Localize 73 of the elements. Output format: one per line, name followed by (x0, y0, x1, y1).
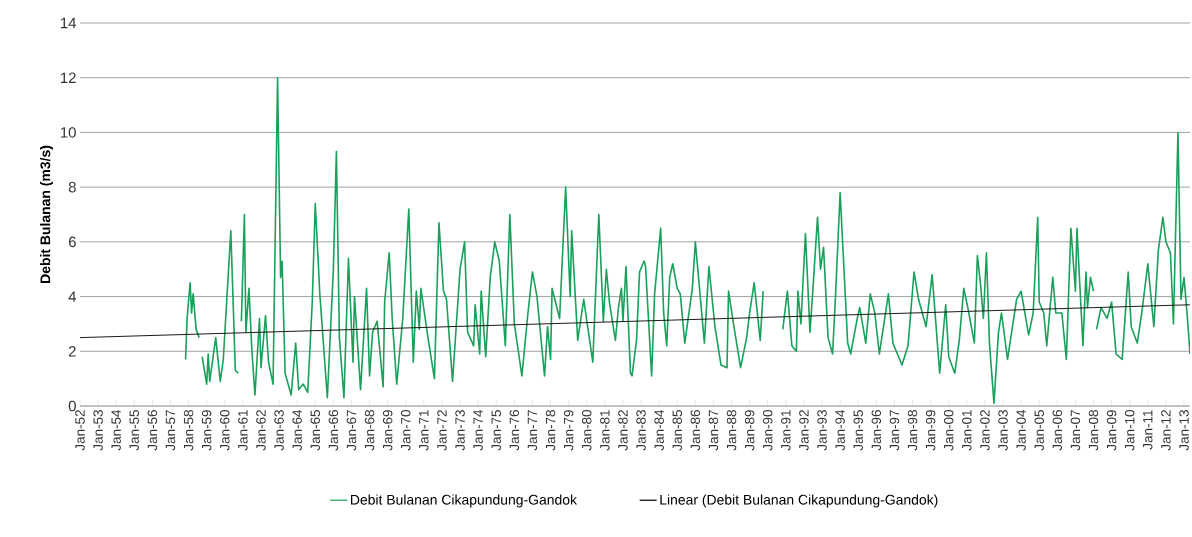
x-tick-label: Jan-90 (762, 410, 773, 451)
x-tick-label: Jan-03 (998, 410, 1008, 451)
x-tick-label: Jan-05 (1034, 410, 1044, 451)
x-tick-label: Jan-91 (781, 410, 791, 451)
x-tick-label: Jan-86 (690, 410, 701, 451)
x-tick-label: Jan-12 (1161, 410, 1171, 451)
x-tick-label: Jan-69 (382, 410, 393, 451)
legend-label: Linear (Debit Bulanan Cikapundung-Gandok) (660, 494, 938, 508)
x-tick-label: Jan-73 (455, 410, 465, 451)
x-tick-label: Jan-54 (111, 409, 121, 451)
x-tick-label: Jan-60 (220, 410, 230, 451)
x-tick-label: Jan-07 (1070, 410, 1081, 451)
x-tick-label: Jan-10 (1124, 410, 1135, 451)
x-tick-label: Jan-88 (726, 410, 737, 451)
x-tick-label: Jan-61 (238, 410, 248, 451)
x-tick-label: Jan-81 (600, 410, 610, 451)
x-tick-label: Jan-96 (871, 410, 882, 451)
x-tick-label: Jan-11 (1143, 410, 1153, 450)
x-tick-label: Jan-92 (799, 410, 809, 451)
x-tick-label: Jan-58 (183, 410, 194, 451)
x-tick-label: Jan-53 (93, 410, 103, 451)
x-tick-label: Jan-94 (835, 409, 845, 451)
y-tick-label: 14 (61, 17, 77, 29)
x-tick-label: Jan-67 (346, 410, 357, 451)
x-tick-label: Jan-70 (401, 410, 411, 451)
x-tick-label: Jan-97 (889, 410, 900, 451)
x-tick-label: Jan-04 (1016, 409, 1026, 451)
x-tick-label: Jan-65 (310, 410, 321, 451)
x-tick-label: Jan-64 (292, 409, 302, 451)
y-tick-label: 6 (68, 236, 76, 248)
x-tick-label: Jan-74 (473, 409, 483, 451)
x-tick-label: Jan-77 (527, 410, 538, 451)
x-tick-label: Jan-99 (925, 410, 936, 451)
x-tick-label: Jan-57 (165, 410, 176, 451)
x-tick-label: Jan-62 (256, 410, 266, 451)
x-tick-label: Jan-66 (328, 410, 339, 451)
x-tick-label: Jan-02 (980, 410, 990, 451)
y-axis-title: Debit Bulanan (m3/s) (40, 145, 54, 283)
x-tick-label: Jan-06 (1052, 410, 1063, 451)
x-tick-label: Jan-98 (907, 410, 918, 451)
x-tick-label: Jan-59 (201, 410, 212, 451)
x-tick-label: Jan-01 (962, 410, 972, 451)
x-tick-label: Jan-08 (1088, 410, 1099, 451)
y-tick-label: 0 (68, 400, 76, 412)
x-tick-label: Jan-85 (672, 410, 682, 451)
x-tick-label: Jan-71 (419, 410, 429, 451)
x-tick-label: Jan-83 (636, 410, 646, 451)
x-tick-label: Jan-52 (75, 410, 85, 451)
x-tick-label: Jan-63 (274, 410, 284, 451)
x-tick-label: Jan-82 (618, 410, 628, 451)
x-tick-label: Jan-56 (147, 410, 158, 451)
y-tick-label: 4 (68, 291, 77, 302)
x-tick-label: Jan-09 (1106, 410, 1117, 451)
y-tick-label: 10 (61, 127, 76, 138)
y-tick-label: 12 (61, 72, 76, 83)
x-tick-label: Jan-84 (654, 409, 664, 451)
x-tick-label: Jan-13 (1179, 410, 1189, 451)
x-tick-label: Jan-00 (943, 410, 954, 451)
x-tick-label: Jan-72 (437, 410, 447, 451)
x-tick-label: Jan-80 (581, 410, 592, 451)
y-tick-label: 2 (68, 346, 76, 357)
x-tick-label: Jan-55 (129, 410, 139, 451)
x-tick-label: Jan-89 (744, 410, 755, 451)
x-tick-label: Jan-68 (364, 410, 375, 451)
x-tick-label: Jan-87 (708, 410, 719, 451)
x-tick-label: Jan-78 (545, 410, 556, 451)
x-tick-label: Jan-79 (563, 410, 574, 451)
x-tick-label: Jan-76 (509, 410, 520, 451)
x-tick-label: Jan-95 (853, 410, 863, 451)
x-tick-label: Jan-75 (491, 410, 501, 451)
y-tick-label: 8 (68, 181, 76, 193)
legend-label: Debit Bulanan Cikapundung-Gandok (351, 494, 578, 508)
x-tick-label: Jan-93 (817, 410, 827, 451)
